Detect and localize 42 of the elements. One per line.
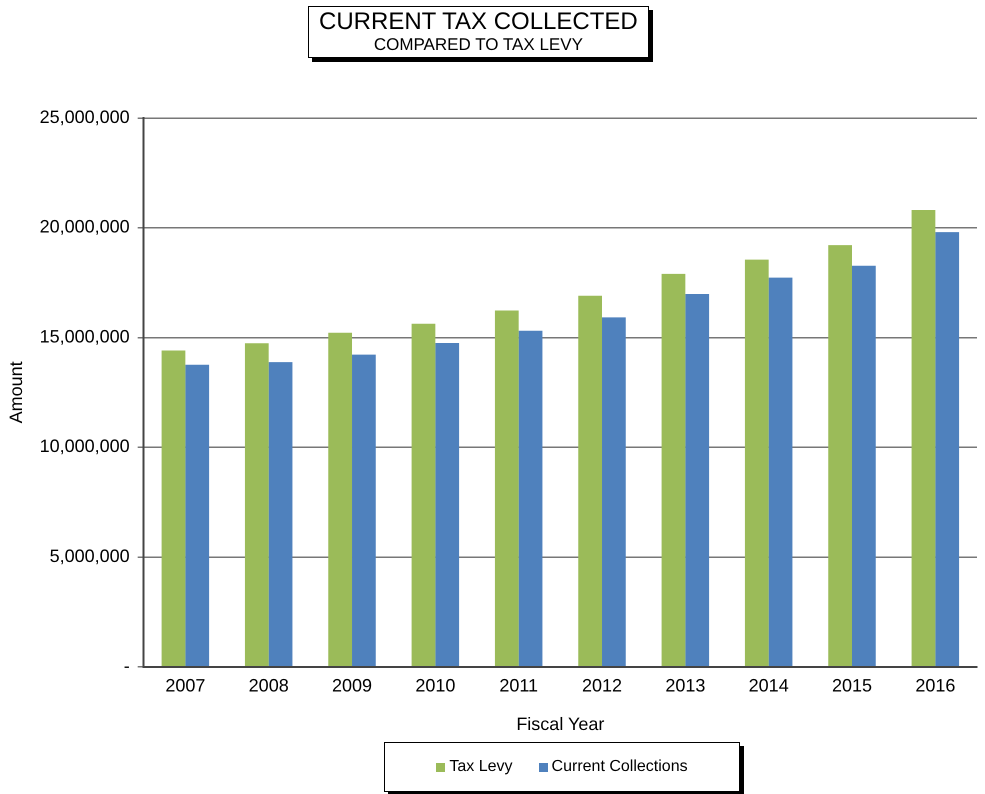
x-tick-label: 2013 [665, 676, 706, 696]
bar [185, 364, 210, 666]
bar [662, 274, 686, 666]
y-tick-label: 10,000,000 [40, 436, 130, 456]
x-tick-label: 2016 [915, 676, 956, 696]
x-tick-label: 2010 [415, 676, 456, 696]
bar [685, 294, 710, 666]
bar [768, 278, 792, 666]
bar [912, 210, 936, 666]
y-tick-label: 5,000,000 [50, 546, 130, 566]
x-tick-label: 2014 [748, 676, 789, 696]
bar [435, 343, 460, 666]
x-tick-label: 2009 [332, 676, 372, 696]
bar [268, 362, 292, 666]
bar [328, 332, 352, 666]
x-tick-label: 2008 [248, 676, 289, 696]
y-tick-label: 15,000,000 [40, 326, 130, 346]
x-axis-title: Fiscal Year [516, 714, 604, 734]
bar [935, 232, 960, 666]
bar [352, 354, 376, 666]
legend-label: Current Collections [552, 758, 688, 776]
bar [578, 296, 602, 666]
legend-label: Tax Levy [449, 758, 513, 776]
bar [162, 350, 186, 666]
y-tick-label: 20,000,000 [40, 216, 130, 237]
chart-title: CURRENT TAX COLLECTED [319, 8, 638, 35]
x-tick-label: 2011 [499, 676, 538, 696]
x-tick-label: 2007 [165, 676, 206, 696]
y-tick-label: 25,000,000 [40, 106, 130, 127]
bar [602, 317, 626, 666]
bar [852, 266, 876, 666]
x-tick-label: 2012 [582, 676, 622, 696]
x-tick-label: 2015 [832, 676, 872, 696]
bar [244, 343, 269, 666]
bar [518, 330, 542, 666]
bar [412, 324, 436, 666]
y-axis-title: Amount [6, 361, 26, 424]
y-tick-label: - [124, 656, 130, 676]
bar [828, 245, 852, 666]
bar [494, 310, 519, 666]
bar [744, 260, 769, 666]
chart-subtitle: COMPARED TO TAX LEVY [372, 35, 584, 55]
